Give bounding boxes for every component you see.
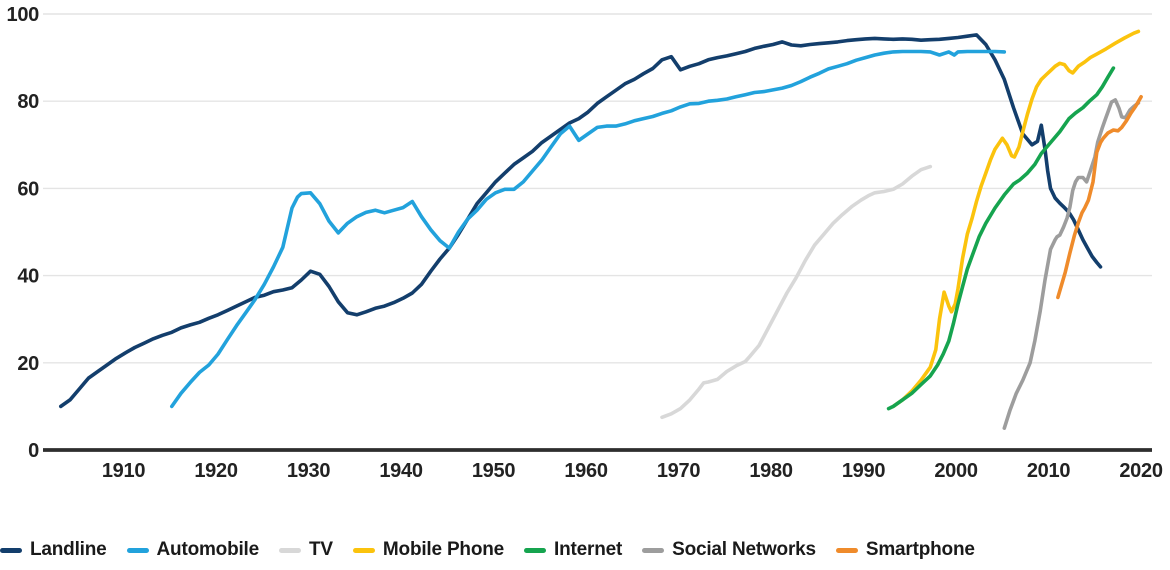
svg-text:1950: 1950: [472, 460, 515, 482]
svg-text:1970: 1970: [657, 460, 700, 482]
legend-item-smartphone: Smartphone: [835, 539, 975, 561]
svg-text:1990: 1990: [842, 460, 885, 482]
svg-text:1920: 1920: [194, 460, 237, 482]
svg-text:2010: 2010: [1027, 460, 1070, 482]
svg-text:2000: 2000: [934, 460, 977, 482]
legend-swatch-internet: [524, 547, 547, 553]
legend-swatch-tv: [279, 547, 302, 553]
legend-item-tv: TV: [279, 539, 333, 561]
svg-text:1960: 1960: [564, 460, 607, 482]
svg-text:2020: 2020: [1119, 460, 1162, 482]
legend-item-social-networks: Social Networks: [642, 539, 816, 561]
legend-item-landline: Landline: [0, 539, 107, 561]
legend-label-social-networks: Social Networks: [672, 539, 816, 560]
svg-text:0: 0: [28, 440, 39, 462]
svg-text:60: 60: [17, 178, 39, 200]
svg-text:20: 20: [17, 353, 39, 375]
plot-area: 0 20 40 60 80 100 1910 1920 1930 1940 1950 1960 1970…: [7, 4, 1164, 482]
legend-swatch-smartphone: [835, 547, 858, 553]
legend-item-mobile-phone: Mobile Phone: [352, 539, 505, 561]
svg-text:1940: 1940: [379, 460, 422, 482]
svg-text:1980: 1980: [749, 460, 792, 482]
chart-legend: Landline Automobile TV Mobile Phone Inte…: [0, 534, 975, 566]
legend-label-landline: Landline: [30, 539, 107, 560]
legend-label-internet: Internet: [554, 539, 623, 560]
legend-swatch-landline: [0, 547, 22, 553]
svg-text:80: 80: [17, 91, 39, 113]
legend-swatch-automobile: [126, 547, 149, 553]
legend-swatch-social-networks: [642, 547, 665, 553]
svg-text:40: 40: [17, 266, 39, 288]
legend-label-smartphone: Smartphone: [865, 539, 975, 560]
legend-label-tv: TV: [309, 539, 333, 560]
legend-item-automobile: Automobile: [126, 539, 260, 561]
legend-swatch-mobile-phone: [352, 547, 375, 553]
svg-text:1930: 1930: [287, 460, 330, 482]
legend-label-automobile: Automobile: [156, 539, 260, 560]
legend-label-mobile-phone: Mobile Phone: [382, 539, 505, 560]
legend-item-internet: Internet: [524, 539, 622, 561]
svg-text:1910: 1910: [102, 460, 145, 482]
svg-text:100: 100: [7, 4, 40, 26]
